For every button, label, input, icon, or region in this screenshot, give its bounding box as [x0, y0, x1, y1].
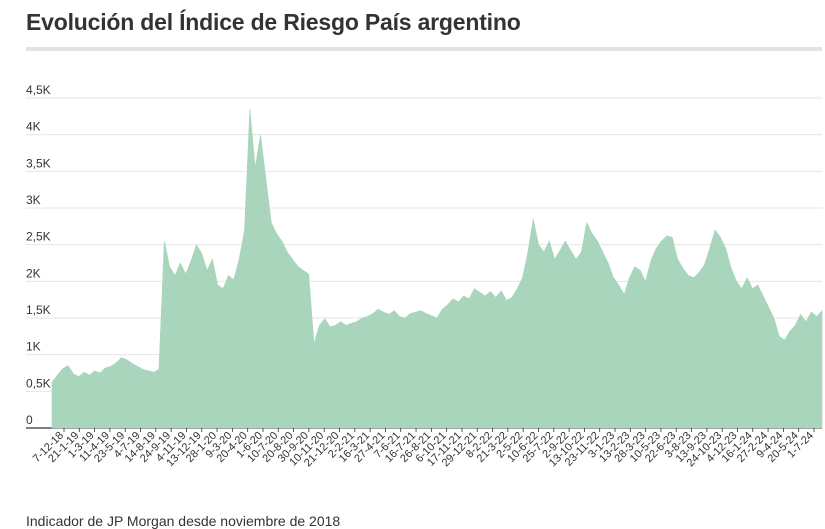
title-divider [26, 47, 822, 51]
y-tick-label: 1K [26, 340, 41, 354]
y-tick-label: 2,5K [26, 230, 51, 244]
chart-subtitle: Indicador de JP Morgan desde noviembre d… [26, 513, 341, 529]
riesgo-pais-area [51, 108, 823, 429]
y-tick-label: 4K [26, 120, 41, 134]
area-chart: 0 0,5K 1K 1,5K 2K 2,5K 3K 3,5K 4K 4,5K 7-12-1821-… [26, 83, 823, 469]
y-tick-label: 4,5K [26, 83, 51, 97]
y-tick-label: 0,5K [26, 376, 51, 390]
y-axis: 0 0,5K 1K 1,5K 2K 2,5K 3K 3,5K 4K 4,5K [26, 83, 51, 427]
y-tick-label: 3K [26, 193, 41, 207]
x-axis: 7-12-1821-1-191-3-1911-4-1923-5-194-7-19… [31, 428, 816, 469]
y-tick-label: 2K [26, 266, 41, 280]
y-tick-label: 1,5K [26, 303, 51, 317]
y-tick-label: 3,5K [26, 156, 51, 170]
chart-title: Evolución del Índice de Riesgo País arge… [26, 9, 521, 35]
series-area [51, 108, 823, 429]
y-tick-label: 0 [26, 413, 33, 427]
